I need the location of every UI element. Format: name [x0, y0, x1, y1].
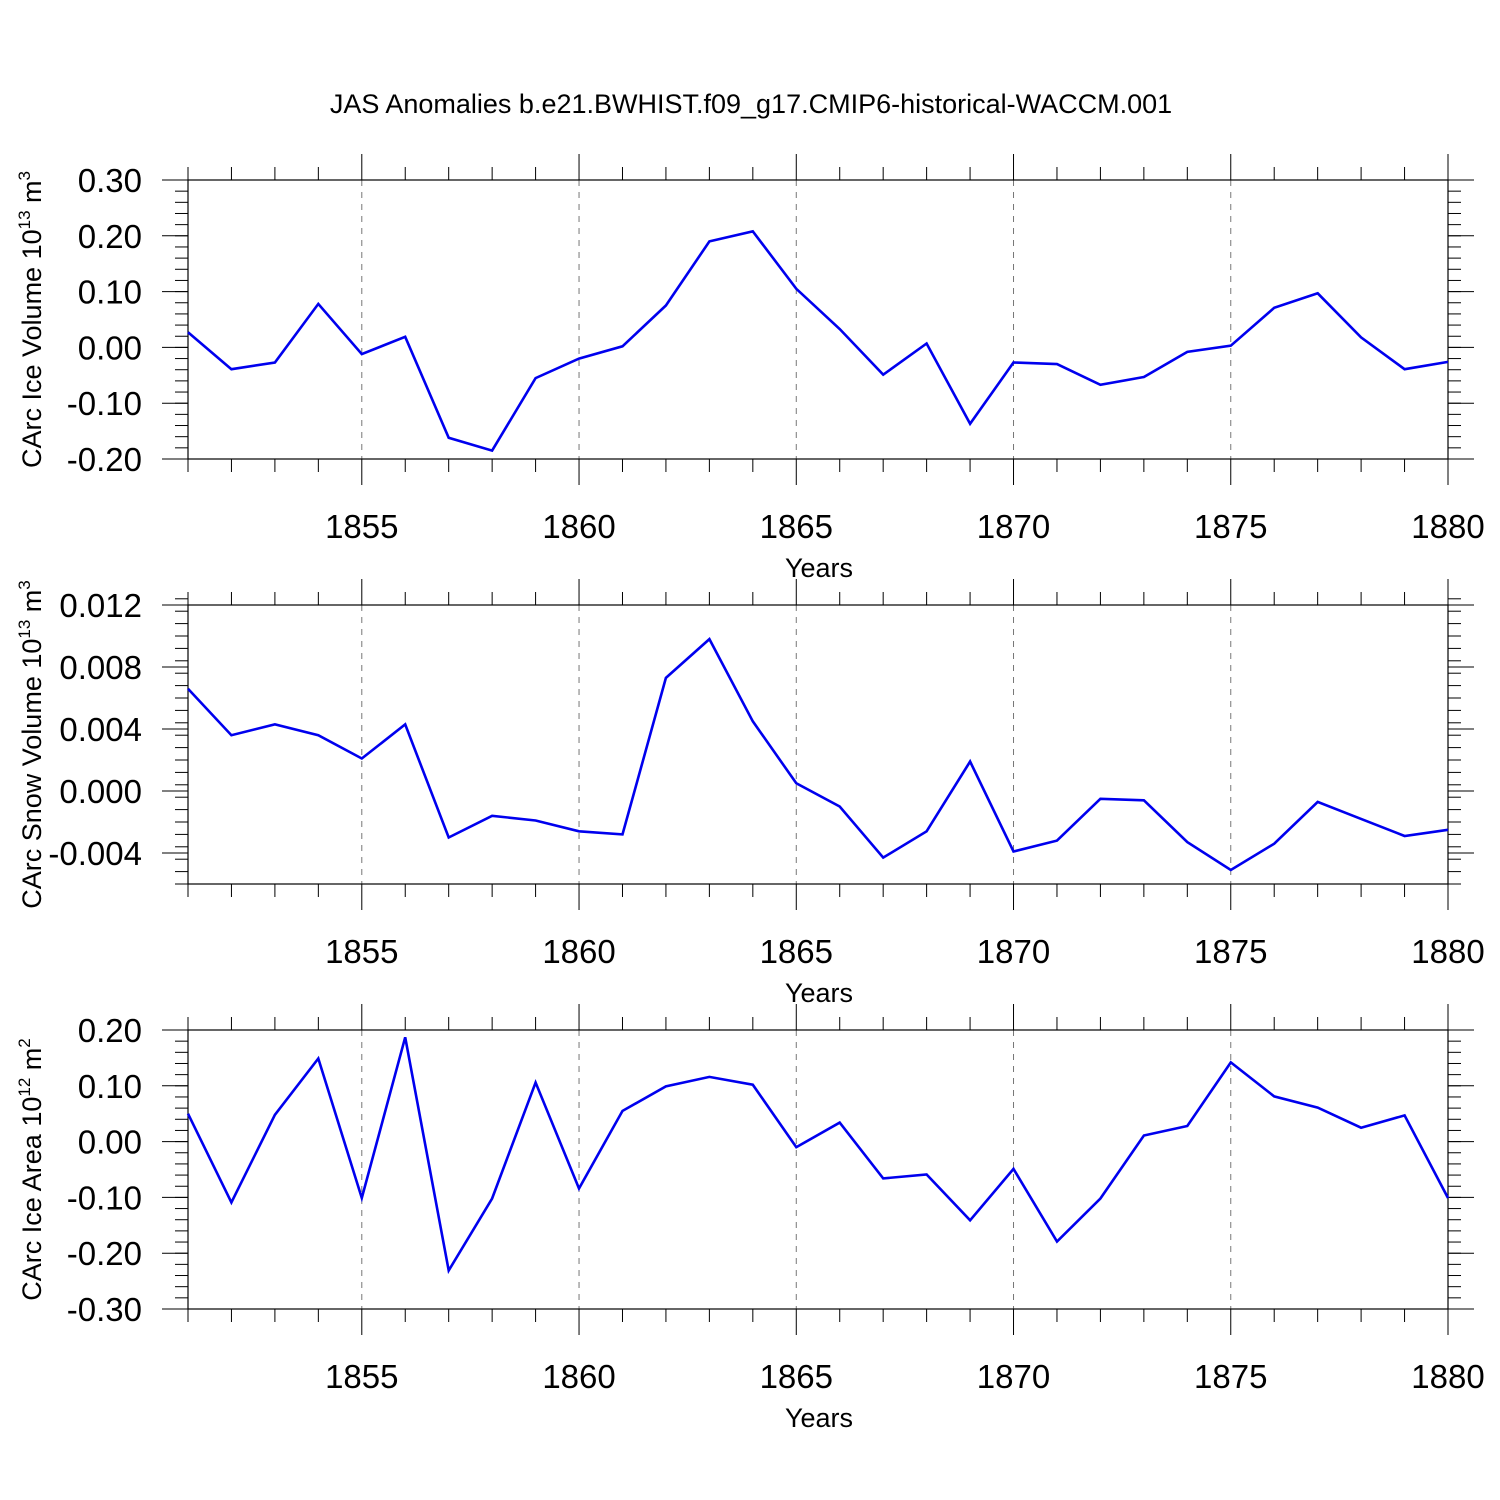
x-axis-label: Years — [785, 978, 853, 1008]
panels: -0.20 -0.10 0.00 0.10 0.20 0.30 1855 1860 1865 18… — [15, 154, 1485, 1433]
y-tick-label: 0.00 — [78, 329, 142, 366]
y-tick-label: 0.20 — [78, 218, 142, 255]
x-tick-label-1875: 1875 — [1194, 508, 1267, 545]
x-tick-label-1865: 1865 — [760, 933, 833, 970]
y-tick-label: 0.30 — [78, 162, 142, 199]
x-tick-label-1880: 1880 — [1411, 933, 1484, 970]
x-tick-label-1855: 1855 — [325, 933, 398, 970]
y-tick-label: 0.20 — [78, 1012, 142, 1049]
y-tick-label: 0.000 — [59, 773, 142, 810]
y-axis-label: CArc Ice Area 1012 m2 — [15, 1038, 47, 1301]
y-tick-label: -0.10 — [67, 385, 142, 422]
y-tick-label: 0.10 — [78, 274, 142, 311]
x-tick-label-1880: 1880 — [1411, 1358, 1484, 1395]
y-tick-label: -0.30 — [67, 1291, 142, 1328]
x-tick-label-1880: 1880 — [1411, 508, 1484, 545]
x-axis-label: Years — [785, 553, 853, 583]
x-tick-label-1865: 1865 — [760, 508, 833, 545]
panel-snow-volume: -0.004 0.000 0.004 0.008 0.012 1855 1860 1865 18… — [15, 579, 1485, 1008]
y-tick-label: 0.10 — [78, 1068, 142, 1105]
y-tick-label: -0.10 — [67, 1179, 142, 1216]
panel-ice-area: -0.30 -0.20 -0.10 0.00 0.10 0.20 1855 1860 1865 1… — [15, 1004, 1485, 1433]
x-tick-label-1865: 1865 — [760, 1358, 833, 1395]
figure-title: JAS Anomalies b.e21.BWHIST.f09_g17.CMIP6… — [330, 89, 1172, 119]
x-tick-label-1855: 1855 — [325, 1358, 398, 1395]
y-tick-label: 0.008 — [59, 649, 142, 686]
x-tick-label-1875: 1875 — [1194, 1358, 1267, 1395]
series-line-ice-volume — [187, 229, 1449, 453]
y-tick-label: -0.004 — [48, 835, 142, 872]
y-axis-label: CArc Ice Volume 1013 m3 — [15, 171, 47, 468]
x-tick-label-1860: 1860 — [542, 508, 615, 545]
y-tick-label: 0.00 — [78, 1124, 142, 1161]
x-tick-label-1855: 1855 — [325, 508, 398, 545]
panel-ice-volume: -0.20 -0.10 0.00 0.10 0.20 0.30 1855 1860 1865 18… — [15, 154, 1485, 583]
x-tick-label-1870: 1870 — [977, 933, 1050, 970]
x-tick-label-1875: 1875 — [1194, 933, 1267, 970]
plot-frame — [187, 179, 1449, 460]
x-tick-label-1860: 1860 — [542, 933, 615, 970]
series-line-ice-area — [186, 1036, 1450, 1275]
plot-frame — [187, 1029, 1449, 1310]
y-tick-label: 0.004 — [59, 711, 142, 748]
y-tick-label: 0.012 — [59, 587, 142, 624]
y-axis-label: CArc Snow Volume 1013 m3 — [15, 580, 47, 909]
x-tick-label-1860: 1860 — [542, 1358, 615, 1395]
y-tick-label: -0.20 — [67, 441, 142, 478]
plot-frame — [187, 604, 1449, 885]
y-tick-label: -0.20 — [67, 1235, 142, 1272]
series-line-snow-volume — [187, 637, 1449, 872]
x-axis-label: Years — [785, 1403, 853, 1433]
x-tick-label-1870: 1870 — [977, 508, 1050, 545]
x-tick-label-1870: 1870 — [977, 1358, 1050, 1395]
